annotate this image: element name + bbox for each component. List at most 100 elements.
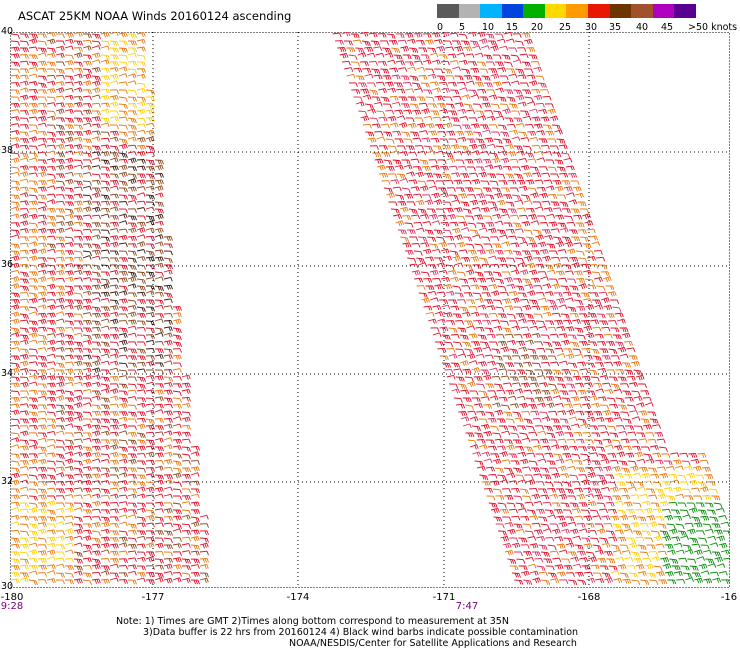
wind-barb bbox=[611, 411, 621, 417]
wind-barb bbox=[433, 199, 443, 206]
wind-barb bbox=[401, 159, 411, 165]
wind-barb bbox=[507, 340, 516, 346]
wind-barb bbox=[528, 404, 538, 409]
wind-barb bbox=[532, 362, 542, 368]
wind-barb bbox=[668, 501, 678, 507]
wind-barb bbox=[404, 250, 414, 255]
wind-barb bbox=[586, 228, 596, 234]
wind-barb bbox=[504, 117, 514, 123]
wind-barb bbox=[635, 564, 645, 570]
wind-barb bbox=[456, 403, 466, 409]
wind-barb bbox=[647, 411, 657, 417]
wind-barb bbox=[46, 173, 56, 180]
wind-barb bbox=[553, 453, 563, 459]
wind-barb bbox=[28, 355, 38, 360]
wind-barb bbox=[677, 502, 687, 508]
wind-barb bbox=[481, 45, 490, 50]
wind-barb bbox=[512, 59, 522, 64]
wind-barb bbox=[573, 431, 583, 437]
wind-barb bbox=[448, 138, 458, 144]
wind-barb bbox=[648, 521, 658, 528]
wind-barb bbox=[567, 278, 577, 284]
wind-barb bbox=[480, 369, 490, 375]
wind-barb bbox=[614, 529, 624, 535]
wind-barb bbox=[145, 439, 155, 445]
wind-barb bbox=[483, 271, 493, 276]
wind-barb bbox=[392, 130, 402, 136]
wind-barb bbox=[109, 537, 119, 542]
wind-barb bbox=[401, 187, 411, 194]
wind-barb bbox=[519, 241, 529, 247]
wind-barb bbox=[720, 521, 730, 527]
wind-barb bbox=[601, 355, 611, 360]
wind-barb bbox=[527, 187, 537, 193]
wind-barb bbox=[10, 157, 20, 164]
wind-barb bbox=[127, 80, 137, 85]
wind-barb bbox=[434, 257, 444, 263]
wind-barb bbox=[19, 439, 29, 445]
wind-barb bbox=[100, 222, 110, 228]
wind-barb bbox=[409, 103, 419, 109]
wind-barb bbox=[471, 207, 481, 212]
wind-barb bbox=[10, 479, 20, 486]
wind-barb bbox=[519, 269, 529, 276]
wind-barb bbox=[28, 418, 38, 423]
wind-barb bbox=[608, 348, 618, 355]
wind-barb bbox=[19, 502, 29, 508]
wind-barb bbox=[145, 151, 155, 157]
wind-barb bbox=[100, 75, 110, 81]
wind-barb bbox=[64, 150, 74, 155]
wind-barb bbox=[127, 325, 137, 331]
wind-barb bbox=[55, 439, 65, 446]
wind-barb bbox=[55, 410, 65, 416]
wind-barb bbox=[711, 495, 721, 501]
wind-barb bbox=[82, 122, 92, 128]
wind-barb bbox=[332, 32, 342, 38]
wind-barb bbox=[625, 508, 635, 514]
wind-barb bbox=[493, 138, 503, 144]
wind-barb bbox=[19, 54, 29, 59]
wind-barb bbox=[492, 54, 502, 60]
wind-barb bbox=[82, 305, 92, 311]
wind-barb bbox=[474, 432, 484, 438]
wind-barb bbox=[545, 130, 555, 136]
wind-barb bbox=[604, 577, 613, 584]
wind-barb bbox=[434, 283, 444, 290]
wind-barb bbox=[480, 207, 490, 213]
wind-barb bbox=[82, 544, 92, 550]
wind-barb bbox=[525, 397, 535, 403]
wind-barb bbox=[603, 550, 613, 556]
wind-barb bbox=[181, 382, 191, 388]
wind-barb bbox=[614, 312, 624, 318]
wind-barb bbox=[19, 144, 29, 150]
wind-barb bbox=[686, 502, 696, 508]
wind-barb bbox=[37, 473, 47, 479]
wind-barb bbox=[19, 339, 29, 345]
wind-barb bbox=[515, 528, 525, 534]
wind-barb bbox=[499, 291, 509, 297]
wind-barb bbox=[154, 299, 164, 305]
wind-barb bbox=[46, 61, 56, 67]
wind-barb bbox=[46, 283, 56, 290]
wind-barb bbox=[457, 108, 467, 114]
wind-barb bbox=[181, 543, 191, 548]
wind-barb bbox=[136, 207, 146, 212]
wind-barb bbox=[136, 376, 146, 382]
wind-barb bbox=[154, 452, 164, 458]
wind-barb bbox=[618, 460, 628, 466]
wind-barb bbox=[154, 383, 164, 388]
wind-barb bbox=[28, 348, 38, 354]
wind-barb bbox=[28, 516, 38, 522]
wind-barb bbox=[136, 543, 146, 549]
wind-barb bbox=[462, 179, 472, 185]
wind-barb bbox=[439, 299, 449, 305]
wind-barb bbox=[574, 353, 584, 359]
wind-barb bbox=[432, 304, 442, 311]
wind-barb bbox=[172, 502, 182, 509]
wind-barb bbox=[100, 312, 110, 318]
wind-barb bbox=[506, 68, 516, 74]
wind-barb bbox=[410, 186, 420, 192]
wind-barb bbox=[712, 577, 722, 583]
wind-barb bbox=[592, 544, 602, 551]
wind-barb bbox=[514, 362, 524, 368]
